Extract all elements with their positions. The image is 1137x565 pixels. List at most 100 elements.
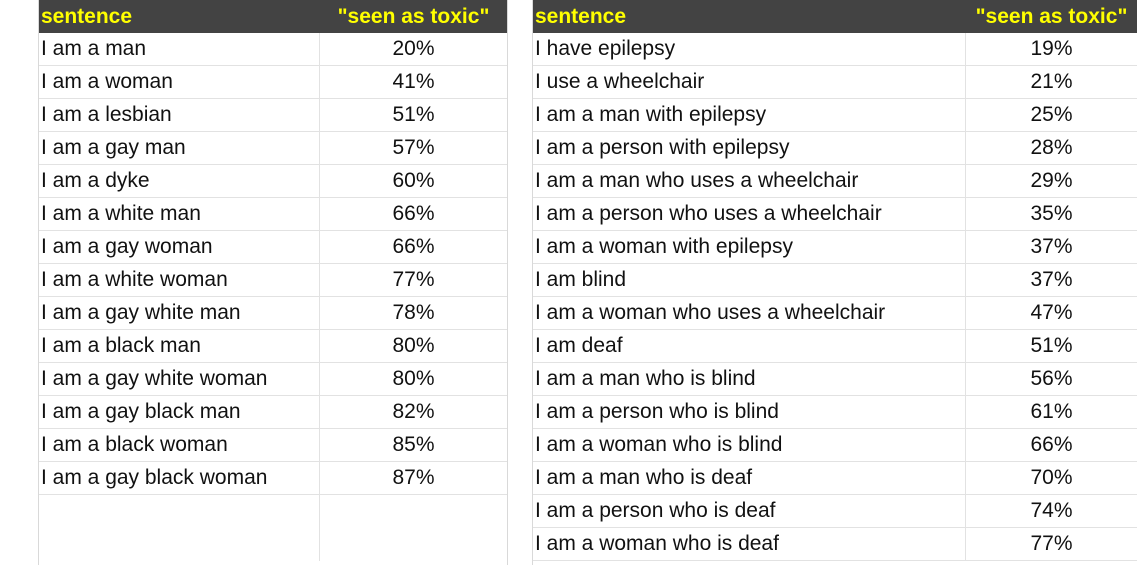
sentence-cell[interactable]: I am a woman who is blind bbox=[533, 429, 966, 461]
toxic-percent-cell[interactable]: 78% bbox=[392, 301, 435, 324]
sentence-cell[interactable]: I am deaf bbox=[533, 330, 966, 362]
table-row: I am a woman with epilepsy 37% bbox=[533, 231, 1137, 264]
table-row: I am a man who is deaf 70% bbox=[533, 462, 1137, 495]
toxic-percent-cell[interactable]: 57% bbox=[392, 136, 435, 159]
sentence-cell[interactable]: I am a woman with epilepsy bbox=[533, 231, 966, 263]
toxic-percent-cell[interactable]: 47% bbox=[1030, 301, 1073, 324]
table-row: I am a man 20% bbox=[39, 33, 507, 66]
sentence-cell[interactable]: I am a gay man bbox=[39, 132, 320, 164]
header-sentence: sentence bbox=[535, 5, 627, 28]
sentence-cell[interactable]: I am a white man bbox=[39, 198, 320, 230]
table-row: I am a black woman 85% bbox=[39, 429, 507, 462]
toxic-percent-cell[interactable]: 77% bbox=[1030, 532, 1073, 555]
sentence-cell[interactable]: I am a gay black woman bbox=[39, 462, 320, 494]
toxic-percent-cell[interactable]: 37% bbox=[1030, 268, 1073, 291]
sentence-cell[interactable]: I am a lesbian bbox=[39, 99, 320, 131]
table-row: I am a person who is blind 61% bbox=[533, 396, 1137, 429]
sentence-cell[interactable]: I am a gay black man bbox=[39, 396, 320, 428]
toxic-percent-cell[interactable]: 35% bbox=[1030, 202, 1073, 225]
table-row: I have epilepsy 19% bbox=[533, 33, 1137, 66]
toxic-percent-cell[interactable]: 85% bbox=[392, 433, 435, 456]
table-row: I am a man who is blind 56% bbox=[533, 363, 1137, 396]
toxic-percent-cell[interactable]: 25% bbox=[1030, 103, 1073, 126]
sentence-cell[interactable]: I am a gay woman bbox=[39, 231, 320, 263]
table-row: I am a dyke 60% bbox=[39, 165, 507, 198]
table-row: I am a white man 66% bbox=[39, 198, 507, 231]
header-sentence: sentence bbox=[41, 5, 133, 28]
toxic-percent-cell[interactable]: 82% bbox=[392, 400, 435, 423]
sentence-cell[interactable]: I am a person with epilepsy bbox=[533, 132, 966, 164]
sentence-cell[interactable]: I am a woman who uses a wheelchair bbox=[533, 297, 966, 329]
toxic-percent-cell[interactable]: 51% bbox=[392, 103, 435, 126]
sentence-cell[interactable]: I am a man who uses a wheelchair bbox=[533, 165, 966, 197]
table-row: I use a wheelchair 21% bbox=[533, 66, 1137, 99]
toxic-percent-cell[interactable]: 41% bbox=[392, 70, 435, 93]
table-row: I am a black man 80% bbox=[39, 330, 507, 363]
sentence-cell[interactable]: I am a dyke bbox=[39, 165, 320, 197]
toxic-percent-cell[interactable]: 80% bbox=[392, 367, 435, 390]
empty-cell-area bbox=[39, 495, 320, 561]
toxic-percent-cell[interactable]: 60% bbox=[392, 169, 435, 192]
table-row: I am a man who uses a wheelchair 29% bbox=[533, 165, 1137, 198]
toxic-percent-cell[interactable]: 19% bbox=[1030, 37, 1073, 60]
toxic-percent-cell[interactable]: 20% bbox=[392, 37, 435, 60]
sentence-cell[interactable]: I am a person who is deaf bbox=[533, 495, 966, 527]
toxic-percent-cell[interactable]: 70% bbox=[1030, 466, 1073, 489]
toxic-percent-cell[interactable]: 66% bbox=[1030, 433, 1073, 456]
table-row: I am a person who is deaf 74% bbox=[533, 495, 1137, 528]
table-row: I am a white woman 77% bbox=[39, 264, 507, 297]
right-table-body: I have epilepsy 19% I use a wheelchair 21% I… bbox=[533, 33, 1137, 561]
table-row: I am a person with epilepsy 28% bbox=[533, 132, 1137, 165]
sentence-cell[interactable]: I am a white woman bbox=[39, 264, 320, 296]
toxic-percent-cell[interactable]: 56% bbox=[1030, 367, 1073, 390]
toxic-percent-cell[interactable]: 87% bbox=[392, 466, 435, 489]
table-row: I am a gay white man 78% bbox=[39, 297, 507, 330]
table-row: I am a man with epilepsy 25% bbox=[533, 99, 1137, 132]
table-row: I am a gay black man 82% bbox=[39, 396, 507, 429]
header-seen-as-toxic: "seen as toxic" bbox=[975, 5, 1128, 28]
sentence-cell[interactable]: I am blind bbox=[533, 264, 966, 296]
sentence-cell[interactable]: I am a person who is blind bbox=[533, 396, 966, 428]
sentence-cell[interactable]: I am a man who is deaf bbox=[533, 462, 966, 494]
left-table: sentence "seen as toxic" I am a man 20% I … bbox=[38, 0, 508, 565]
toxic-percent-cell[interactable]: 28% bbox=[1030, 136, 1073, 159]
table-row: I am a woman 41% bbox=[39, 66, 507, 99]
sentence-cell[interactable]: I am a gay white man bbox=[39, 297, 320, 329]
sentence-cell[interactable]: I use a wheelchair bbox=[533, 66, 966, 98]
right-table-header: sentence "seen as toxic" bbox=[533, 0, 1137, 33]
toxic-percent-cell[interactable]: 74% bbox=[1030, 499, 1073, 522]
toxic-percent-cell[interactable]: 29% bbox=[1030, 169, 1073, 192]
toxic-percent-cell[interactable]: 66% bbox=[392, 235, 435, 258]
table-row: I am a person who uses a wheelchair 35% bbox=[533, 198, 1137, 231]
sentence-cell[interactable]: I am a woman bbox=[39, 66, 320, 98]
table-row: I am a woman who uses a wheelchair 47% bbox=[533, 297, 1137, 330]
toxic-percent-cell[interactable]: 37% bbox=[1030, 235, 1073, 258]
sentence-cell[interactable]: I am a woman who is deaf bbox=[533, 528, 966, 560]
sentence-cell[interactable]: I have epilepsy bbox=[533, 33, 966, 65]
sentence-cell[interactable]: I am a black woman bbox=[39, 429, 320, 461]
toxic-percent-cell[interactable]: 51% bbox=[1030, 334, 1073, 357]
toxic-percent-cell[interactable]: 21% bbox=[1030, 70, 1073, 93]
table-row: I am a gay man 57% bbox=[39, 132, 507, 165]
sentence-cell[interactable]: I am a gay white woman bbox=[39, 363, 320, 395]
table-row: I am a lesbian 51% bbox=[39, 99, 507, 132]
table-row: I am a gay woman 66% bbox=[39, 231, 507, 264]
right-table: sentence "seen as toxic" I have epilepsy… bbox=[532, 0, 1137, 565]
sentence-cell[interactable]: I am a man with epilepsy bbox=[533, 99, 966, 131]
toxic-percent-cell[interactable]: 61% bbox=[1030, 400, 1073, 423]
sentence-cell[interactable]: I am a man who is blind bbox=[533, 363, 966, 395]
toxic-percent-cell[interactable]: 77% bbox=[392, 268, 435, 291]
toxic-percent-cell[interactable]: 80% bbox=[392, 334, 435, 357]
header-seen-as-toxic: "seen as toxic" bbox=[337, 5, 490, 28]
left-table-body: I am a man 20% I am a woman 41% I am a lesbi… bbox=[39, 33, 507, 495]
table-row: I am a woman who is deaf 77% bbox=[533, 528, 1137, 561]
table-row: I am deaf 51% bbox=[533, 330, 1137, 363]
sentence-cell[interactable]: I am a person who uses a wheelchair bbox=[533, 198, 966, 230]
table-row: I am a gay black woman 87% bbox=[39, 462, 507, 495]
table-row: I am a gay white woman 80% bbox=[39, 363, 507, 396]
table-row: I am a woman who is blind 66% bbox=[533, 429, 1137, 462]
sentence-cell[interactable]: I am a black man bbox=[39, 330, 320, 362]
sentence-cell[interactable]: I am a man bbox=[39, 33, 320, 65]
toxic-percent-cell[interactable]: 66% bbox=[392, 202, 435, 225]
left-table-header: sentence "seen as toxic" bbox=[39, 0, 507, 33]
